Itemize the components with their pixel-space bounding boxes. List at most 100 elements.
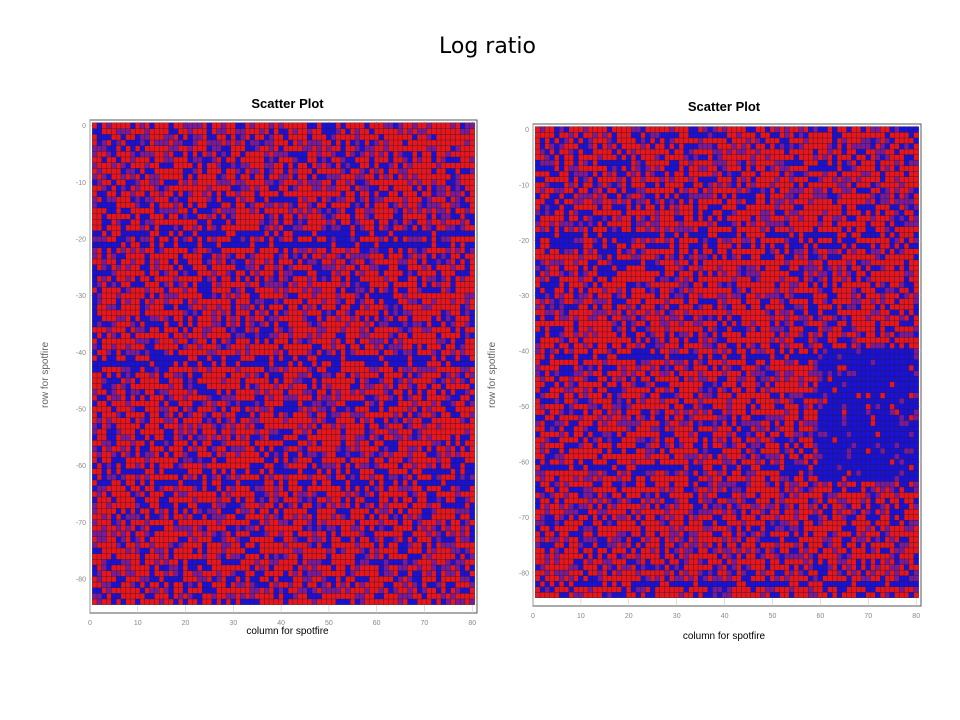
- data-point: [249, 394, 256, 401]
- data-point: [125, 434, 131, 441]
- data-point: [125, 292, 131, 299]
- data-point: [230, 281, 236, 288]
- data-point: [316, 394, 322, 401]
- data-point: [345, 473, 351, 481]
- data-point: [163, 337, 170, 345]
- data-point: [350, 286, 356, 294]
- data-point: [407, 592, 413, 600]
- data-point: [187, 513, 193, 520]
- data-point: [383, 598, 389, 605]
- data-point: [144, 337, 150, 345]
- data-point: [106, 411, 112, 418]
- data-point: [130, 558, 136, 566]
- data-point: [393, 507, 399, 515]
- data-point: [455, 434, 461, 441]
- data-point: [311, 524, 318, 532]
- data-point: [359, 485, 365, 492]
- data-point: [326, 377, 332, 384]
- data-point: [130, 422, 136, 430]
- data-point: [245, 269, 251, 277]
- data-point: [436, 553, 442, 560]
- data-point: [235, 451, 241, 458]
- data-point: [469, 337, 475, 345]
- data-point: [436, 405, 442, 413]
- data-point: [402, 354, 408, 362]
- data-point: [173, 592, 179, 600]
- data-point: [221, 479, 227, 486]
- data-point: [144, 490, 150, 498]
- data-point: [455, 383, 461, 390]
- data-point: [130, 281, 136, 288]
- data-point: [469, 456, 475, 464]
- data-point: [335, 405, 342, 413]
- data-point: [283, 434, 289, 441]
- data-point: [187, 326, 193, 333]
- data-point: [311, 490, 318, 498]
- data-point: [388, 547, 394, 554]
- data-point: [469, 320, 475, 328]
- data-point: [445, 258, 451, 265]
- data-point: [163, 547, 170, 554]
- data-point: [378, 490, 385, 498]
- data-point: [144, 468, 150, 475]
- data-point: [111, 473, 117, 481]
- data-point: [96, 445, 103, 452]
- data-point: [283, 496, 289, 503]
- data-point: [235, 434, 241, 441]
- data-point: [364, 371, 370, 379]
- data-point: [173, 570, 179, 577]
- data-point: [292, 309, 299, 316]
- data-point: [450, 422, 456, 430]
- data-point: [278, 570, 284, 577]
- data-point: [120, 456, 127, 464]
- data-point: [421, 547, 428, 554]
- data-point: [154, 371, 160, 379]
- data-point: [455, 326, 461, 333]
- data-point: [464, 354, 471, 362]
- data-point: [450, 371, 456, 379]
- data-point: [245, 468, 251, 475]
- data-point: [235, 473, 241, 481]
- data-point: [426, 451, 432, 458]
- data-point: [378, 541, 385, 549]
- data-point: [168, 366, 174, 373]
- data-point: [211, 264, 217, 271]
- data-point: [402, 309, 408, 316]
- data-point: [311, 553, 318, 560]
- data-point: [163, 383, 170, 390]
- data-point: [101, 581, 107, 588]
- data-point: [426, 405, 432, 413]
- data-point: [221, 252, 227, 260]
- data-point: [221, 592, 227, 600]
- data-point: [445, 354, 451, 362]
- data-point: [273, 524, 279, 532]
- data-point: [388, 536, 394, 543]
- data-point: [311, 558, 318, 566]
- data-point: [163, 428, 170, 435]
- data-point: [254, 383, 260, 390]
- data-point: [321, 422, 327, 430]
- data-point: [92, 439, 98, 447]
- data-point: [316, 371, 322, 379]
- data-point: [173, 581, 179, 588]
- data-point: [187, 536, 193, 543]
- data-point: [211, 326, 217, 333]
- data-point: [288, 507, 294, 515]
- data-point: [350, 269, 356, 277]
- data-point: [273, 456, 279, 464]
- data-point: [331, 309, 337, 316]
- data-point: [393, 286, 399, 294]
- data-point: [96, 264, 103, 271]
- data-point: [469, 485, 475, 492]
- data-point: [235, 337, 241, 345]
- data-point: [397, 286, 404, 294]
- data-point: [374, 445, 380, 452]
- data-point: [202, 513, 208, 520]
- data-point: [307, 530, 313, 537]
- data-point: [245, 581, 251, 588]
- data-point: [354, 422, 361, 430]
- data-point: [116, 326, 122, 333]
- data-point: [101, 411, 107, 418]
- data-point: [240, 536, 246, 543]
- data-point: [369, 366, 375, 373]
